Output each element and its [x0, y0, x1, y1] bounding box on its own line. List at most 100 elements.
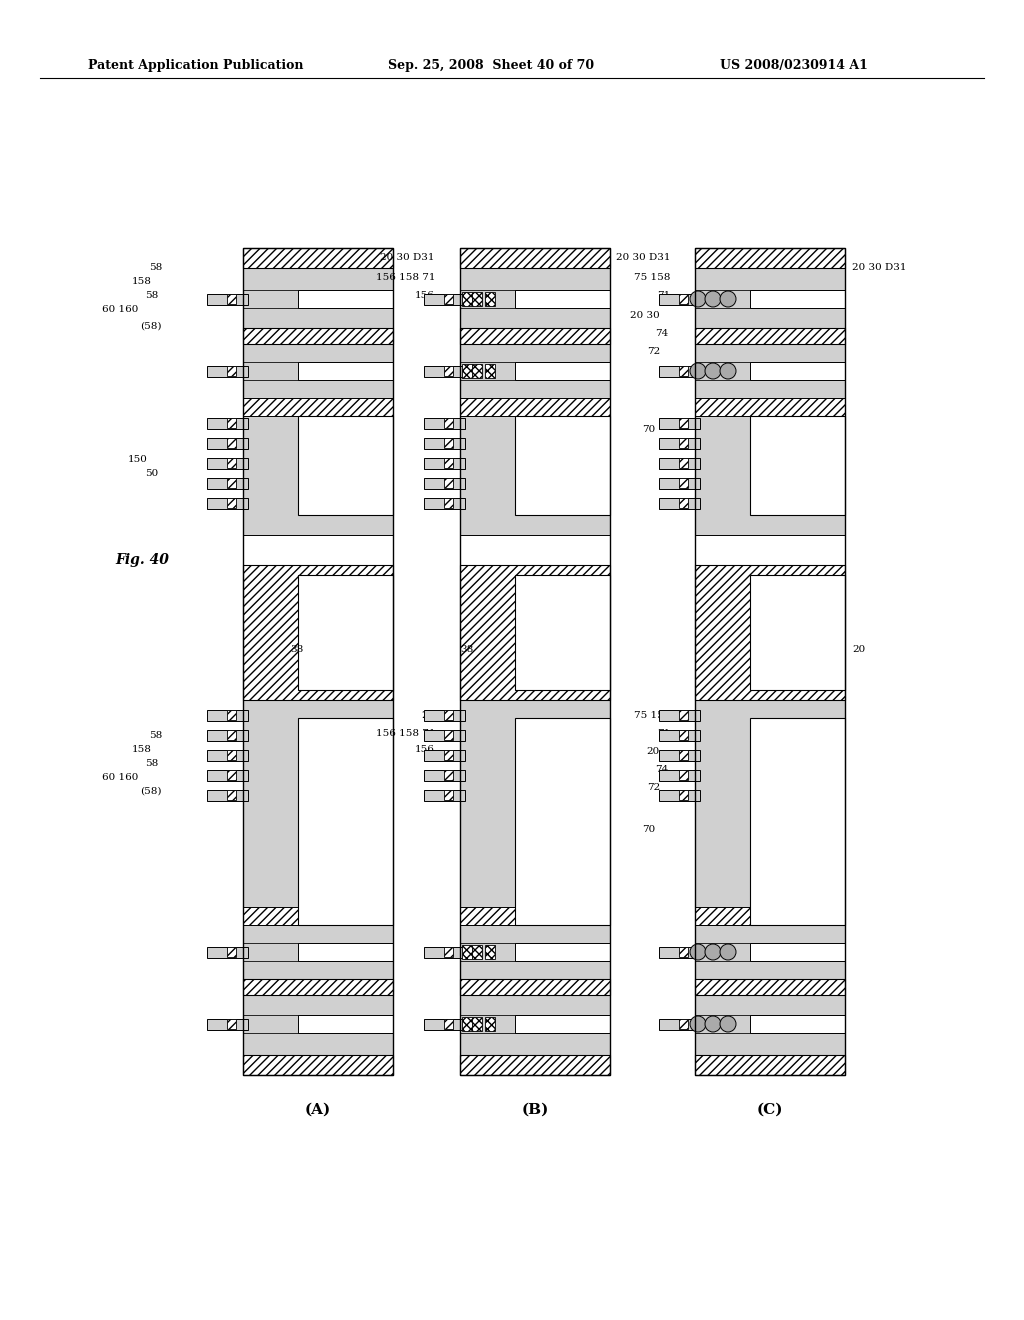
Bar	[679, 946, 688, 957]
Bar	[679, 478, 688, 488]
Bar	[227, 478, 236, 488]
Text: 20: 20	[647, 747, 660, 755]
Bar	[460, 248, 610, 268]
Text: 38: 38	[290, 645, 303, 655]
Text: 72: 72	[647, 347, 660, 356]
Bar	[207, 498, 248, 510]
Text: 58: 58	[148, 264, 162, 272]
Text: 60 160: 60 160	[101, 772, 138, 781]
Bar	[243, 700, 393, 1074]
Bar	[679, 458, 688, 469]
Bar	[460, 290, 610, 308]
Circle shape	[720, 1016, 736, 1032]
Bar	[424, 789, 465, 801]
Bar	[243, 399, 393, 416]
Bar	[207, 789, 248, 801]
Bar	[659, 294, 700, 305]
Bar	[485, 1016, 495, 1031]
Bar	[444, 1019, 453, 1030]
Bar	[243, 942, 393, 961]
Bar	[243, 308, 393, 327]
Bar	[424, 946, 465, 958]
Bar	[243, 961, 393, 979]
Text: (C): (C)	[757, 1104, 783, 1117]
Bar	[485, 364, 495, 378]
Bar	[485, 945, 495, 960]
Bar	[460, 700, 610, 1074]
Bar	[298, 718, 393, 925]
Bar	[460, 925, 610, 942]
Bar	[679, 294, 688, 304]
Text: 20 30: 20 30	[630, 312, 660, 321]
Bar	[243, 362, 393, 380]
Bar	[515, 362, 610, 380]
Bar	[750, 718, 845, 925]
Circle shape	[690, 944, 706, 960]
Bar	[227, 750, 236, 760]
Bar	[207, 1019, 248, 1030]
Bar	[750, 942, 845, 961]
Bar	[444, 730, 453, 741]
Bar	[695, 942, 845, 961]
Bar	[460, 248, 610, 1074]
Bar	[460, 268, 610, 290]
Bar	[659, 366, 700, 378]
Bar	[462, 1016, 472, 1031]
Bar	[444, 418, 453, 428]
Text: 71: 71	[656, 292, 670, 301]
Bar	[515, 942, 610, 961]
Bar	[695, 399, 845, 535]
Bar	[444, 498, 453, 508]
Bar	[227, 438, 236, 447]
Bar	[227, 1019, 236, 1030]
Bar	[298, 290, 393, 308]
Bar	[695, 565, 845, 700]
Bar	[750, 362, 845, 380]
Bar	[515, 290, 610, 308]
Bar	[444, 478, 453, 488]
Bar	[659, 946, 700, 958]
Bar	[659, 730, 700, 741]
Bar	[695, 327, 845, 345]
Text: 74: 74	[654, 330, 668, 338]
Bar	[460, 362, 610, 380]
Bar	[472, 364, 482, 378]
Bar	[444, 458, 453, 469]
Bar	[695, 362, 845, 380]
Text: 74: 74	[654, 764, 668, 774]
Bar	[695, 248, 845, 1074]
Bar	[243, 248, 393, 268]
Bar	[460, 327, 610, 345]
Bar	[679, 418, 688, 428]
Bar	[659, 789, 700, 801]
Bar	[695, 1034, 845, 1055]
Bar	[460, 942, 610, 961]
Bar	[695, 399, 845, 416]
Bar	[515, 1015, 610, 1034]
Bar	[298, 362, 393, 380]
Text: Fig. 40: Fig. 40	[115, 553, 169, 568]
Bar	[460, 248, 610, 535]
Bar	[444, 710, 453, 719]
Bar	[424, 710, 465, 721]
Bar	[485, 292, 495, 306]
Text: 156 158 71: 156 158 71	[376, 729, 435, 738]
Bar	[460, 380, 610, 399]
Bar	[243, 565, 393, 700]
Bar	[679, 789, 688, 800]
Bar	[207, 478, 248, 488]
Text: 75 158: 75 158	[634, 710, 670, 719]
Text: (A): (A)	[305, 1104, 331, 1117]
Bar	[207, 438, 248, 449]
Bar	[424, 770, 465, 781]
Text: 20: 20	[852, 645, 865, 655]
Bar	[243, 327, 393, 345]
Text: 72: 72	[647, 783, 660, 792]
Bar	[460, 961, 610, 979]
Bar	[243, 995, 393, 1015]
Text: 50: 50	[144, 470, 158, 479]
Bar	[695, 290, 845, 308]
Text: 20: 20	[422, 710, 435, 719]
Bar	[227, 498, 236, 508]
Bar	[460, 995, 610, 1015]
